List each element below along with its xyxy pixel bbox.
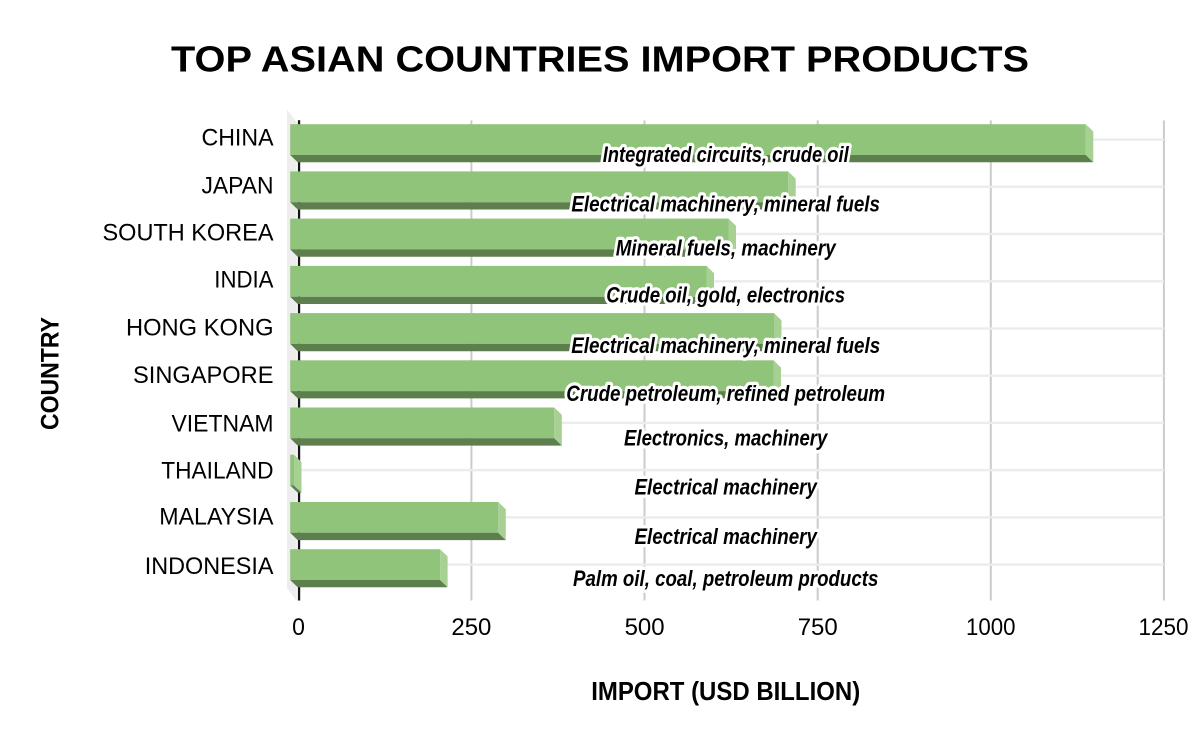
svg-text:Electrical machinery: Electrical machinery (635, 475, 819, 500)
svg-text:Crude oil, gold, electronics: Crude oil, gold, electronics (606, 283, 845, 308)
svg-text:0: 0 (292, 614, 305, 641)
svg-text:IMPORT (USD BILLION): IMPORT (USD BILLION) (591, 676, 860, 706)
svg-text:THAILAND: THAILAND (161, 457, 273, 484)
svg-text:Electrical machinery, mineral: Electrical machinery, mineral fuels (571, 333, 880, 358)
svg-text:COUNTRY: COUNTRY (37, 317, 65, 430)
svg-text:Palm oil, coal, petroleum prod: Palm oil, coal, petroleum products (573, 566, 878, 591)
svg-text:VIETNAM: VIETNAM (172, 410, 274, 437)
svg-text:MALAYSIA: MALAYSIA (159, 503, 273, 530)
svg-text:1000: 1000 (966, 614, 1016, 641)
svg-text:750: 750 (798, 614, 838, 641)
svg-text:Electrical machinery: Electrical machinery (635, 524, 819, 549)
svg-text:SINGAPORE: SINGAPORE (133, 362, 274, 389)
svg-text:HONG KONG: HONG KONG (126, 314, 274, 341)
svg-text:Integrated circuits, crude oil: Integrated circuits, crude oil (603, 142, 850, 167)
svg-text:Crude petroleum, refined petro: Crude petroleum, refined petroleum (566, 381, 885, 406)
svg-text:1250: 1250 (1139, 614, 1189, 641)
svg-text:500: 500 (625, 614, 665, 641)
svg-text:JAPAN: JAPAN (202, 172, 274, 199)
svg-text:CHINA: CHINA (202, 125, 274, 152)
svg-text:SOUTH KOREA: SOUTH KOREA (103, 219, 274, 246)
svg-text:Electronics, machinery: Electronics, machinery (624, 425, 829, 450)
svg-text:Mineral fuels, machinery: Mineral fuels, machinery (616, 236, 837, 261)
svg-text:INDIA: INDIA (214, 266, 273, 293)
svg-text:INDONESIA: INDONESIA (145, 553, 274, 580)
svg-text:TOP ASIAN COUNTRIES IMPORT PRO: TOP ASIAN COUNTRIES IMPORT PRODUCTS (171, 38, 1029, 79)
svg-text:Electrical machinery, mineral: Electrical machinery, mineral fuels (571, 192, 880, 217)
svg-text:250: 250 (451, 614, 491, 641)
